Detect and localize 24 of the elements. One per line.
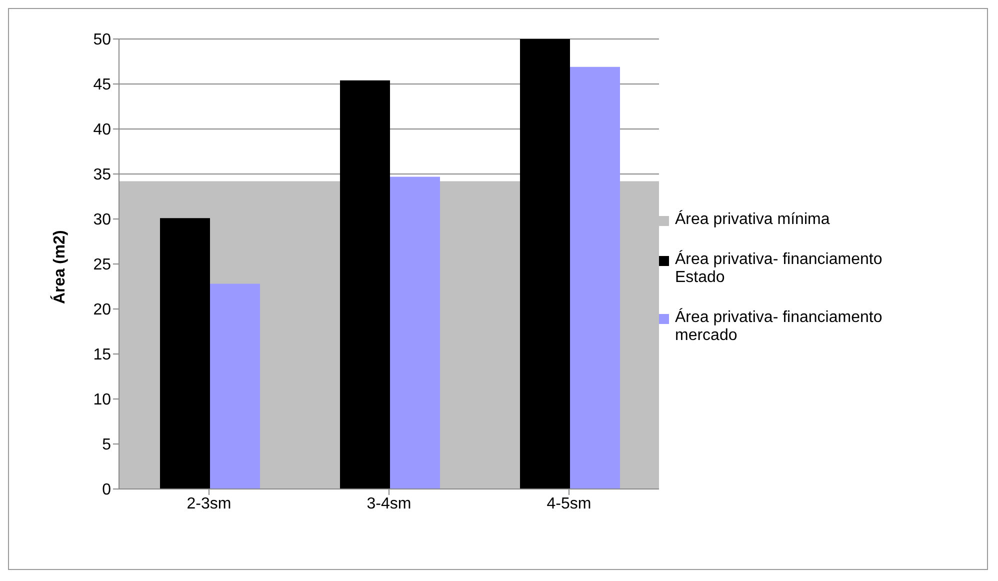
bar <box>570 66 620 489</box>
bar <box>210 284 260 489</box>
y-tick-label: 35 <box>93 166 112 184</box>
y-tick-label: 15 <box>93 346 112 364</box>
x-tick-label: 3-4sm <box>366 495 412 512</box>
bar <box>390 176 440 489</box>
y-tick-label: 45 <box>93 76 112 94</box>
y-tick-label: 0 <box>102 482 112 499</box>
bar <box>160 218 210 489</box>
y-tick-label: 5 <box>102 436 112 454</box>
y-tick-label: 40 <box>93 122 112 139</box>
y-tick-label: 25 <box>93 256 112 274</box>
y-tick-label: 30 <box>93 212 112 229</box>
x-tick-label: 2-3sm <box>186 495 232 512</box>
bar <box>520 39 570 489</box>
y-tick-label: 10 <box>93 392 112 409</box>
x-tick-label: 4-5sm <box>546 495 592 512</box>
y-tick-label: 50 <box>93 32 112 49</box>
y-tick-label: 20 <box>93 302 112 319</box>
bar <box>340 80 390 489</box>
legend-label: Área privativa mínima <box>675 211 830 229</box>
legend-label: Área privativa- financiamento Estado <box>675 251 884 287</box>
y-axis-title: Área (m2) <box>50 230 69 304</box>
legend-label: Área privativa- financiamento mercado <box>675 309 884 345</box>
